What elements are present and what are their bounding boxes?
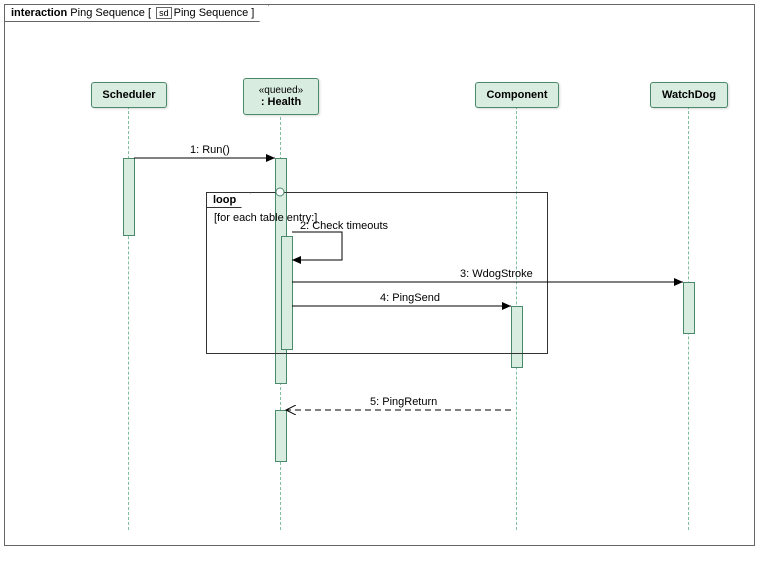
- msg-label-run: 1: Run(): [190, 144, 230, 156]
- msg-label-wdog: 3: WdogStroke: [460, 268, 533, 280]
- msg-label-check: 2: Check timeouts: [300, 220, 388, 232]
- msg-label-pingsend: 4: PingSend: [380, 292, 440, 304]
- loop-label: loop: [206, 192, 251, 208]
- frame-bracket: [ sdPing Sequence ]: [148, 7, 254, 19]
- activation-scheduler: [123, 158, 135, 236]
- activation-watchdog: [683, 282, 695, 334]
- frame-title: Ping Sequence: [70, 7, 145, 19]
- sd-icon: sd: [156, 7, 172, 19]
- lifeline-scheduler: Scheduler: [91, 82, 167, 108]
- sequence-diagram-canvas: interaction Ping Sequence [ sdPing Seque…: [0, 0, 757, 572]
- lifeline-watchdog: WatchDog: [650, 82, 728, 108]
- lifeline-component: Component: [475, 82, 559, 108]
- frame-kind: interaction: [11, 7, 67, 19]
- activation-health-return: [275, 410, 287, 462]
- lifeline-health: «queued» : Health: [243, 78, 319, 115]
- frame-title-tab: interaction Ping Sequence [ sdPing Seque…: [4, 4, 269, 22]
- msg-label-pingreturn: 5: PingReturn: [370, 396, 437, 408]
